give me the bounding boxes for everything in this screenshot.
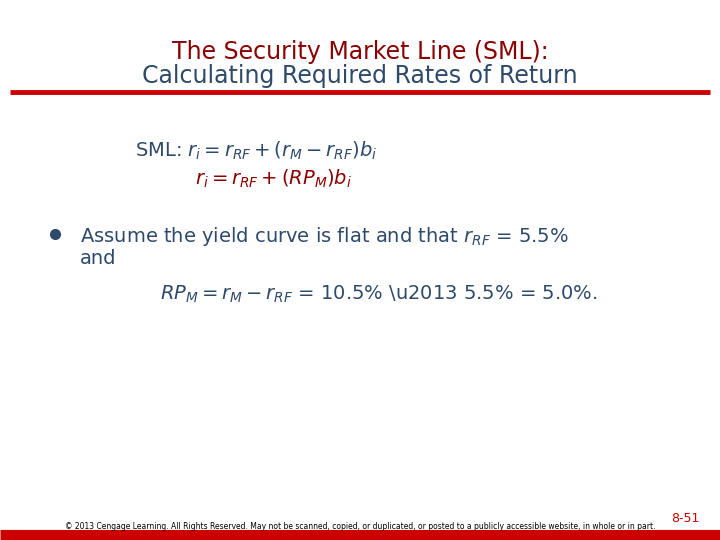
Text: $RP_M = r_M - r_{RF}$ = 10.5% \u2013 5.5% = 5.0%.: $RP_M = r_M - r_{RF}$ = 10.5% \u2013 5.5…: [160, 284, 598, 305]
Text: SML: $r_i = r_{RF} + (r_M - r_{RF})b_i$: SML: $r_i = r_{RF} + (r_M - r_{RF})b_i$: [135, 140, 377, 163]
Text: Calculating Required Rates of Return: Calculating Required Rates of Return: [142, 64, 578, 88]
Text: $r_i = r_{RF} + (RP_M)b_i$: $r_i = r_{RF} + (RP_M)b_i$: [195, 168, 352, 190]
Text: Assume the yield curve is flat and that $r_{RF}$ = 5.5%: Assume the yield curve is flat and that …: [80, 225, 569, 248]
Text: 8-51: 8-51: [672, 512, 700, 525]
Text: © 2013 Cengage Learning. All Rights Reserved. May not be scanned, copied, or dup: © 2013 Cengage Learning. All Rights Rese…: [65, 522, 655, 531]
Text: The Security Market Line (SML):: The Security Market Line (SML):: [171, 40, 549, 64]
Text: and: and: [80, 249, 117, 268]
